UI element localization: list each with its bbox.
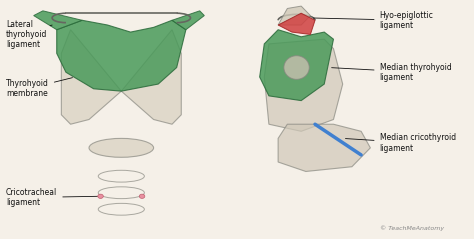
Text: © TeachMeAnatomy: © TeachMeAnatomy [380, 225, 444, 231]
Text: Median cricothyroid
ligament: Median cricothyroid ligament [346, 133, 456, 153]
Text: Cricotracheal
ligament: Cricotracheal ligament [6, 188, 98, 207]
Ellipse shape [89, 138, 154, 157]
Polygon shape [264, 39, 343, 131]
Text: Hyo-epiglottic
ligament: Hyo-epiglottic ligament [313, 11, 433, 30]
Polygon shape [61, 30, 121, 124]
Polygon shape [278, 6, 310, 25]
Text: Lateral
thyrohyoid
ligament: Lateral thyrohyoid ligament [6, 20, 52, 49]
Ellipse shape [284, 56, 309, 79]
Polygon shape [260, 30, 334, 101]
Polygon shape [172, 11, 204, 30]
Polygon shape [57, 20, 186, 91]
Text: Thyrohyoid
membrane: Thyrohyoid membrane [6, 78, 73, 98]
Text: Median thyrohyoid
ligament: Median thyrohyoid ligament [332, 63, 451, 82]
Polygon shape [34, 11, 82, 30]
Ellipse shape [98, 194, 103, 198]
Polygon shape [278, 124, 370, 171]
Polygon shape [121, 30, 181, 124]
Polygon shape [278, 13, 315, 34]
Ellipse shape [139, 194, 145, 198]
